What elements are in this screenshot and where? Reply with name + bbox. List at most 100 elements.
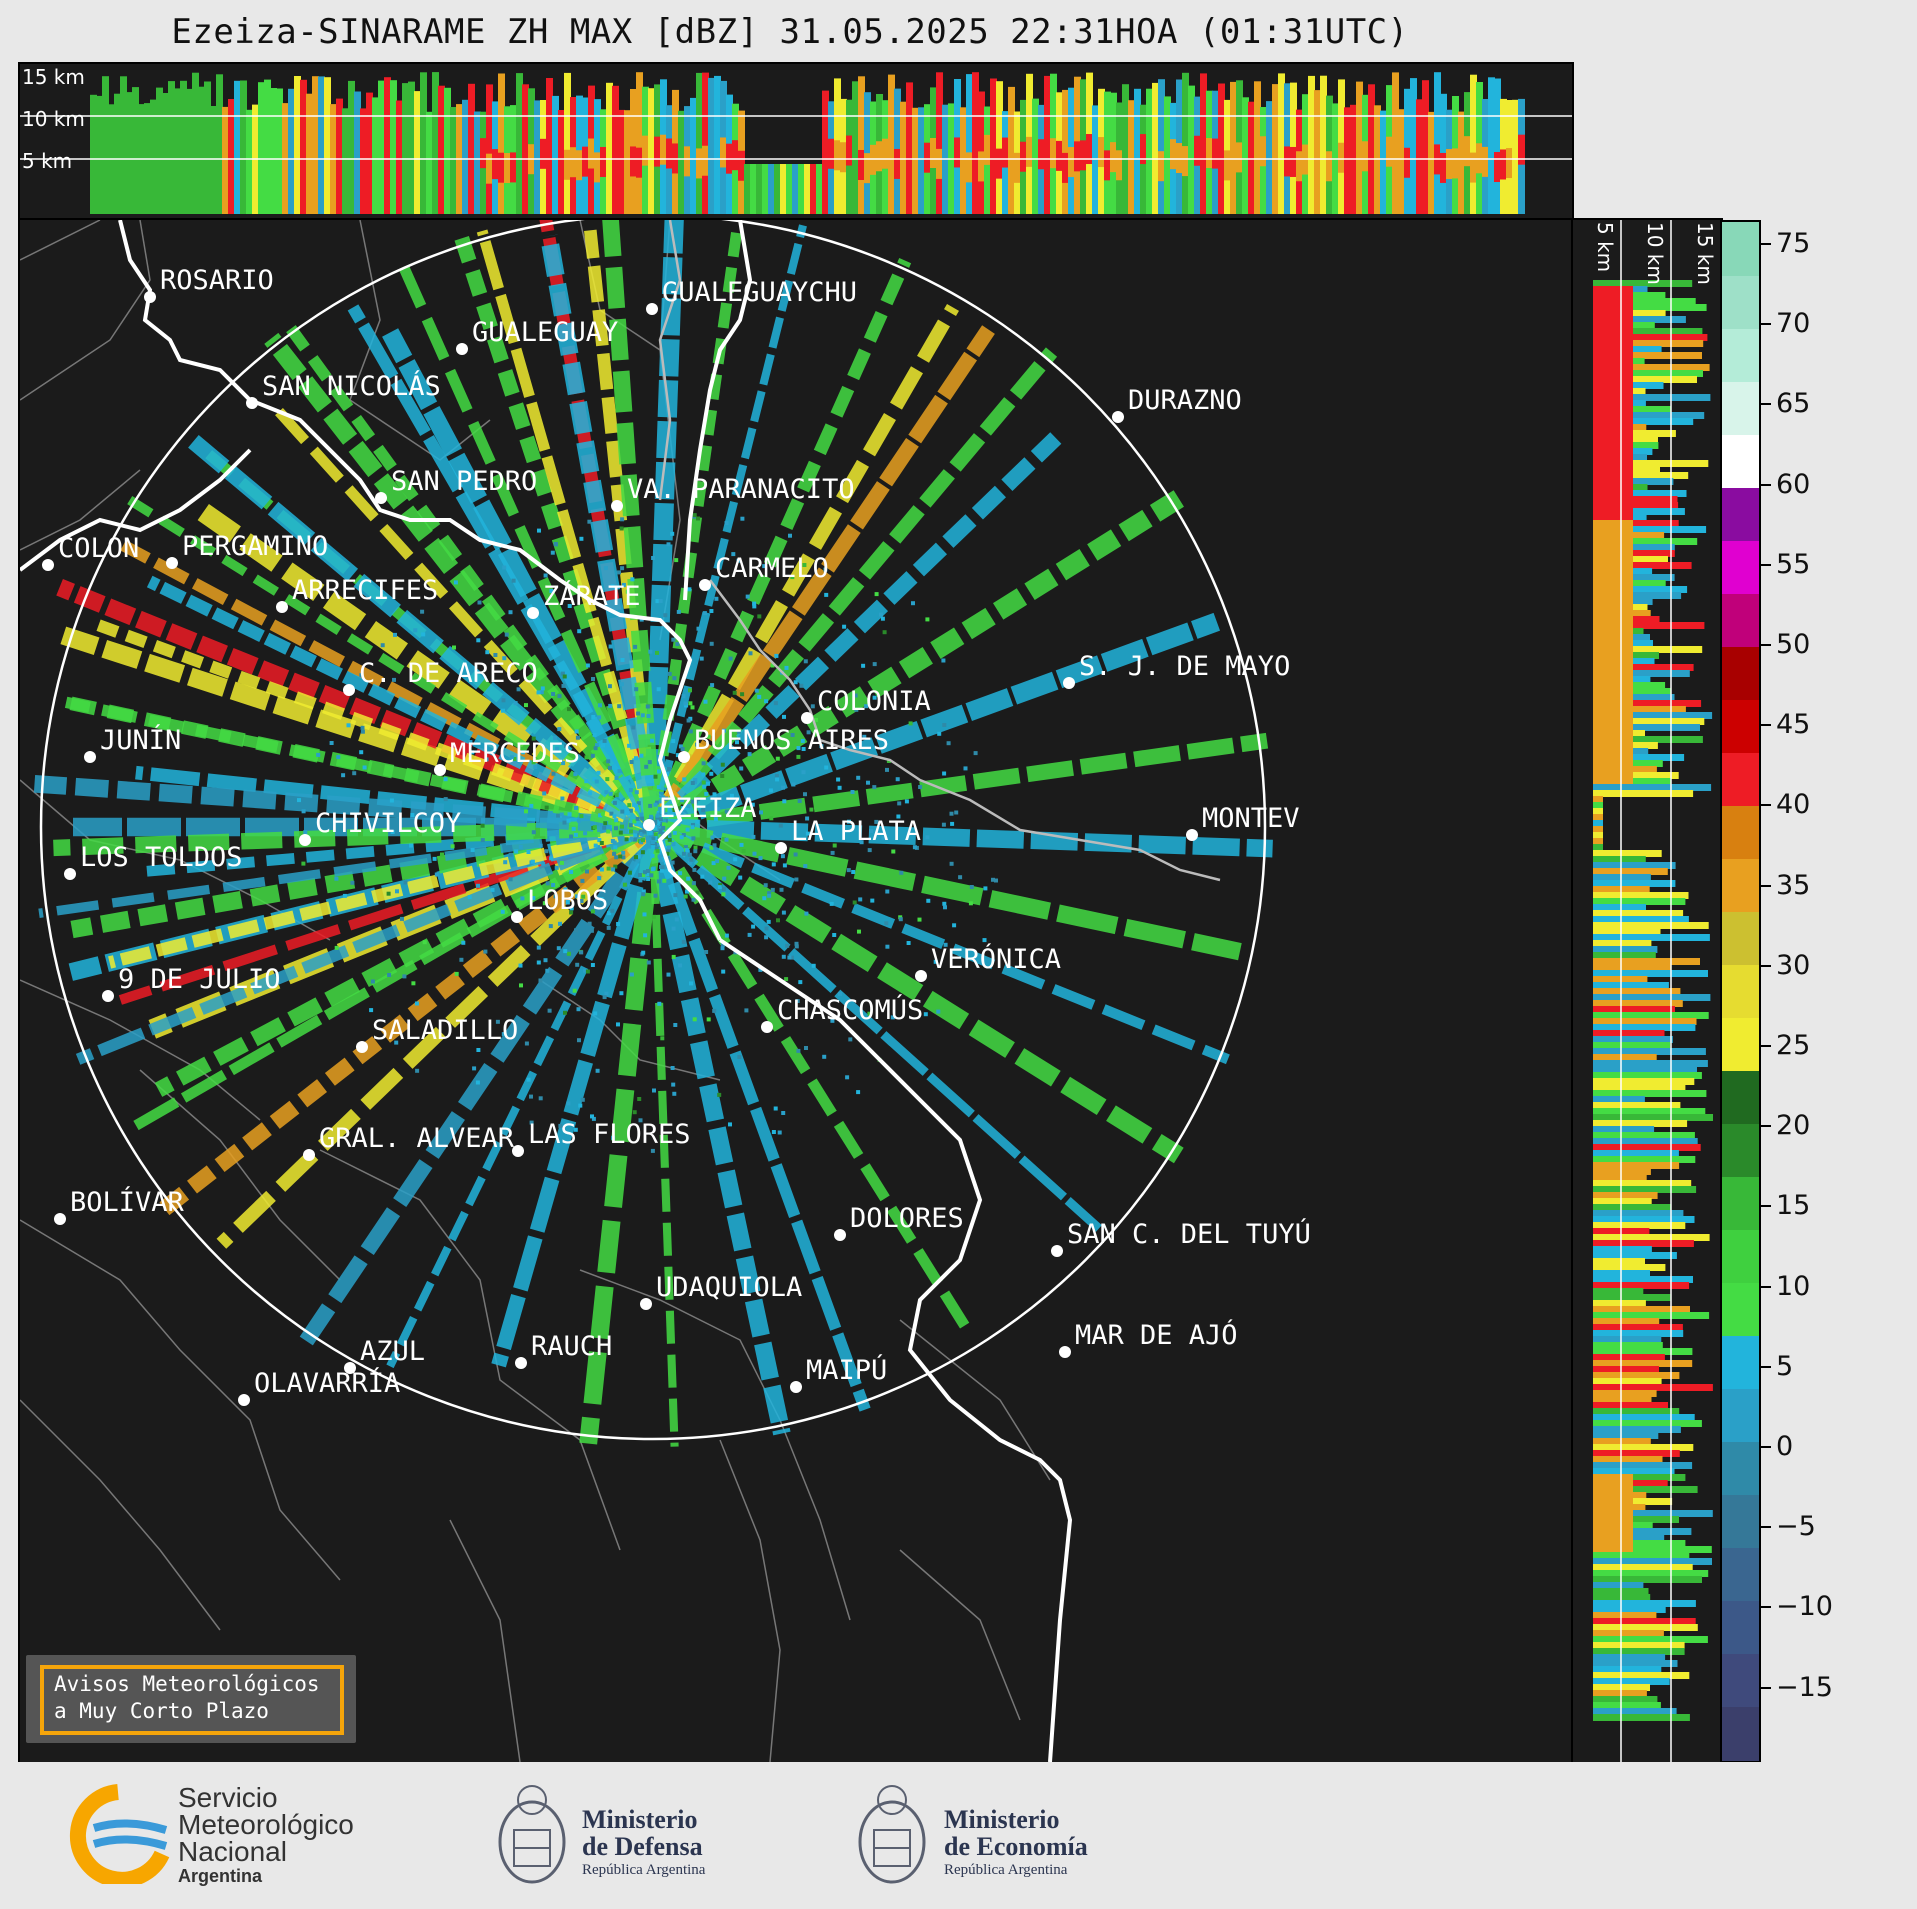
city-label: DOLORES — [850, 1203, 964, 1234]
clutter-pixel — [681, 694, 686, 699]
top-profile-core — [978, 151, 985, 182]
side-profile-row — [1593, 934, 1710, 941]
radar-ray — [651, 732, 1269, 835]
top-profile-column — [786, 164, 793, 214]
clutter-pixel — [480, 823, 485, 828]
top-profile-column — [624, 110, 631, 214]
top-profile-column — [198, 86, 205, 214]
clutter-pixel — [690, 799, 695, 804]
side-profile-row — [1593, 940, 1652, 947]
radar-map-panel[interactable]: ROSARIO GUALEGUAYCHU GUALEGUAY SAN NICOLÁS D… — [18, 218, 1574, 1764]
top-profile-column — [300, 79, 307, 214]
city-marker — [246, 397, 258, 409]
clutter-pixel — [676, 609, 681, 614]
top-profile-column — [966, 74, 973, 214]
city-marker — [1186, 829, 1198, 841]
clutter-pixel — [531, 736, 536, 741]
radar-ray — [38, 822, 654, 918]
clutter-pixel — [600, 811, 605, 816]
clutter-pixel — [949, 861, 954, 866]
clutter-pixel — [585, 663, 590, 668]
clutter-pixel — [690, 781, 695, 785]
top-profile-column — [1320, 75, 1327, 214]
colorbar-tick-label: −10 — [1776, 1591, 1833, 1623]
height-label-10km: 10 km — [22, 107, 85, 131]
avisos-box[interactable]: Avisos Meteorológicos a Muy Corto Plazo — [26, 1655, 356, 1743]
clutter-pixel — [620, 658, 625, 662]
top-profile-column — [240, 80, 247, 214]
top-profile-column — [798, 164, 805, 214]
side-profile-row — [1593, 1510, 1713, 1517]
side-profile-core — [1593, 298, 1633, 305]
city-marker — [801, 712, 813, 724]
top-profile-core — [966, 152, 973, 183]
clutter-pixel — [811, 963, 816, 968]
side-profile-row — [1593, 1078, 1695, 1085]
clutter-pixel — [680, 798, 685, 803]
clutter-pixel — [580, 1097, 585, 1102]
clutter-pixel — [673, 893, 678, 898]
top-profile-core — [570, 147, 577, 178]
city-marker — [42, 559, 54, 571]
clutter-pixel — [648, 831, 653, 836]
clutter-pixel — [549, 589, 554, 593]
top-profile-column — [852, 81, 859, 214]
clutter-pixel — [665, 813, 670, 818]
top-profile-column — [1380, 110, 1387, 214]
city-marker — [640, 1298, 652, 1310]
top-profile-core — [1038, 139, 1045, 170]
side-profile-row — [1593, 1030, 1665, 1037]
clutter-pixel — [653, 802, 658, 807]
side-profile-row — [1593, 1144, 1701, 1151]
side-profile-core — [1593, 610, 1633, 617]
city-label: DURAZNO — [1128, 385, 1242, 416]
clutter-pixel — [695, 819, 700, 824]
top-profile-column — [366, 92, 373, 214]
clutter-pixel — [459, 957, 464, 962]
clutter-pixel — [432, 856, 437, 861]
clutter-pixel — [777, 1130, 782, 1135]
colorbar-tick — [1759, 644, 1771, 646]
clutter-pixel — [641, 950, 646, 955]
side-profile-row — [1593, 1048, 1706, 1055]
side-profile-row — [1593, 892, 1689, 899]
radar-map[interactable]: ROSARIO GUALEGUAYCHU GUALEGUAY SAN NICOLÁS D… — [20, 220, 1572, 1762]
top-profile-column — [258, 82, 265, 214]
city-marker — [761, 1021, 773, 1033]
top-profile-column — [1230, 81, 1237, 215]
clutter-pixel — [695, 890, 700, 895]
avisos-link[interactable]: Avisos Meteorológicos a Muy Corto Plazo — [40, 1665, 344, 1735]
side-profile-row — [1593, 646, 1703, 653]
top-profile-column — [426, 111, 433, 214]
clutter-pixel — [766, 919, 771, 924]
clutter-pixel — [810, 704, 815, 709]
colorbar-segment — [1722, 1123, 1759, 1178]
city-label: GUALEGUAY — [472, 317, 618, 348]
clutter-pixel — [701, 772, 706, 777]
clutter-pixel — [641, 873, 646, 877]
side-profile-row — [1593, 1462, 1693, 1469]
side-profile-core — [1593, 766, 1633, 773]
side-profile-row — [1593, 898, 1686, 905]
clutter-pixel — [597, 838, 602, 843]
clutter-pixel — [667, 837, 672, 842]
side-profile-row — [1593, 802, 1603, 809]
clutter-pixel — [782, 714, 786, 719]
clutter-pixel — [625, 589, 630, 594]
side-profile-core — [1593, 460, 1633, 467]
side-profile-row — [1593, 1558, 1712, 1565]
side-profile-row — [1593, 592, 1682, 599]
side-profile-row — [1593, 1612, 1657, 1619]
side-profile-row — [1593, 874, 1651, 881]
clutter-pixel — [629, 972, 634, 977]
radar-ray — [64, 695, 655, 834]
city-marker — [643, 819, 655, 831]
clutter-pixel — [751, 924, 756, 929]
clutter-pixel — [709, 845, 714, 850]
clutter-pixel — [624, 837, 629, 842]
clutter-pixel — [613, 864, 618, 869]
clutter-pixel — [770, 663, 775, 668]
top-profile-column — [918, 107, 925, 214]
clutter-pixel — [688, 688, 692, 693]
clutter-pixel — [859, 840, 864, 845]
